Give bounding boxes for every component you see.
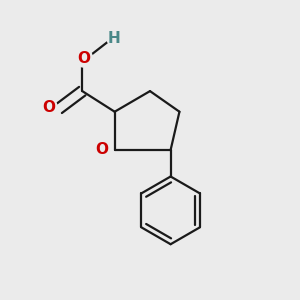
Text: H: H (108, 31, 121, 46)
Text: O: O (42, 100, 55, 115)
Text: O: O (77, 51, 90, 66)
Circle shape (93, 141, 110, 159)
Circle shape (75, 49, 93, 67)
Circle shape (40, 98, 57, 116)
Circle shape (107, 31, 122, 46)
Text: O: O (95, 142, 108, 158)
